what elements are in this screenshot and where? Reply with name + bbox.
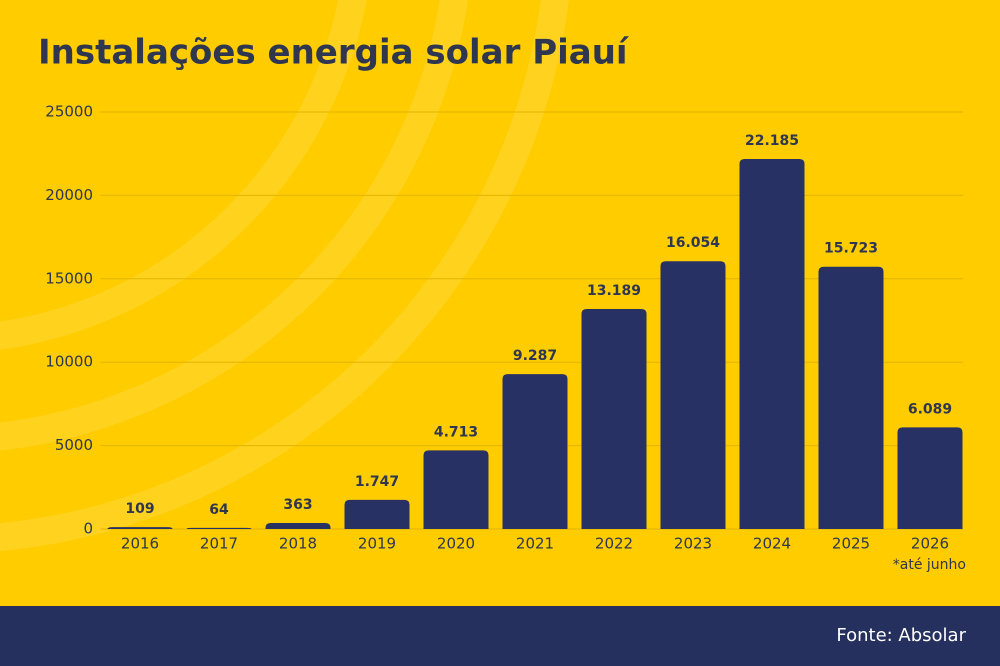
x-tick-label: 2025 [832, 535, 870, 553]
x-tick-label: 2026 [911, 535, 949, 553]
bar [739, 158, 805, 529]
source: Fonte: Absolar [836, 625, 966, 646]
bar [660, 261, 726, 529]
x-tick-label: 2016 [121, 535, 159, 553]
footer-band [0, 606, 1000, 666]
y-tick-label: 20000 [45, 186, 93, 204]
value-label: 15.723 [824, 241, 878, 257]
value-label: 16.054 [666, 235, 720, 251]
bar [186, 527, 252, 529]
y-tick-label: 10000 [45, 353, 93, 371]
value-label: 64 [209, 502, 229, 518]
x-tick-label: 2018 [279, 535, 317, 553]
value-label: 109 [125, 501, 154, 517]
y-tick-label: 25000 [45, 103, 93, 121]
annotation: *até junho [893, 557, 966, 573]
x-tick-label: 2020 [437, 535, 475, 553]
bar [502, 374, 568, 529]
chart-title: Instalações energia solar Piauí [38, 33, 630, 73]
bar [265, 522, 331, 529]
bar [344, 499, 410, 529]
x-tick-label: 2019 [358, 535, 396, 553]
x-tick-label: 2021 [516, 535, 554, 553]
y-tick-label: 15000 [45, 269, 93, 287]
value-label: 4.713 [434, 424, 478, 440]
bar [423, 450, 489, 529]
bar [107, 527, 173, 529]
value-label: 1.747 [355, 474, 399, 490]
value-label: 13.189 [587, 283, 641, 299]
value-label: 22.185 [745, 133, 799, 149]
bar [897, 427, 963, 529]
x-tick-label: 2024 [753, 535, 791, 553]
value-label: 363 [283, 497, 312, 513]
value-label: 6.089 [908, 401, 952, 417]
bar [818, 266, 884, 529]
y-tick-label: 0 [83, 520, 93, 538]
bar [581, 309, 647, 529]
x-tick-label: 2023 [674, 535, 712, 553]
value-label: 9.287 [513, 348, 557, 364]
x-tick-label: 2017 [200, 535, 238, 553]
y-tick-label: 5000 [55, 436, 93, 454]
x-tick-label: 2022 [595, 535, 633, 553]
